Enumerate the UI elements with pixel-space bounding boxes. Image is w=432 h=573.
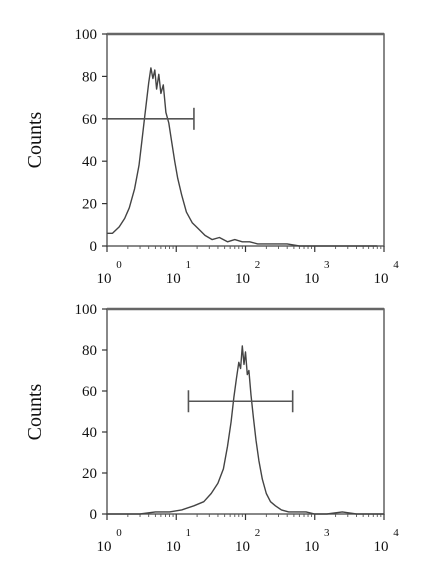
x-tick-label-exponent: 4 (393, 259, 399, 271)
x-tick-label-base: 10 (374, 539, 389, 555)
plot-frame (106, 308, 385, 515)
x-tick-label-base: 10 (374, 271, 389, 287)
x-tick-label-base: 10 (304, 271, 319, 287)
x-tick-label-base: 10 (97, 271, 112, 287)
y-tick-label: 40 (82, 154, 97, 170)
y-tick-label: 100 (75, 302, 98, 318)
y-tick-label: 0 (90, 239, 98, 255)
y-tick-label: 40 (82, 425, 97, 441)
y-tick-label: 80 (82, 343, 97, 359)
histogram-line (107, 67, 378, 247)
y-axis-label-top: Counts (24, 111, 46, 168)
y-axis-label-bottom: Counts (24, 383, 46, 440)
x-tick-label-base: 10 (235, 539, 250, 555)
x-tick-label-base: 10 (304, 539, 319, 555)
x-tick-label-exponent: 0 (116, 259, 122, 271)
x-tick-label-exponent: 2 (255, 527, 261, 539)
y-tick-label: 0 (90, 507, 98, 523)
y-tick-label: 20 (82, 197, 97, 213)
y-tick-label: 60 (82, 384, 97, 400)
x-tick-label-exponent: 3 (324, 259, 330, 271)
x-tick-label-base: 10 (97, 539, 112, 555)
x-tick-label-exponent: 0 (116, 527, 122, 539)
y-tick-label: 100 (75, 27, 98, 43)
x-tick-label-exponent: 2 (255, 259, 261, 271)
y-tick-label: 60 (82, 112, 97, 128)
x-tick-label-base: 10 (166, 539, 181, 555)
y-tick-label: 20 (82, 466, 97, 482)
x-tick-label-exponent: 4 (393, 527, 399, 539)
histogram-line (107, 345, 384, 515)
x-tick-label-base: 10 (235, 271, 250, 287)
x-tick-label-exponent: 1 (186, 527, 192, 539)
x-tick-label-exponent: 3 (324, 527, 330, 539)
x-tick-label-exponent: 1 (186, 259, 192, 271)
x-tick-label-base: 10 (166, 271, 181, 287)
y-tick-label: 80 (82, 69, 97, 85)
plot-frame (106, 33, 385, 247)
